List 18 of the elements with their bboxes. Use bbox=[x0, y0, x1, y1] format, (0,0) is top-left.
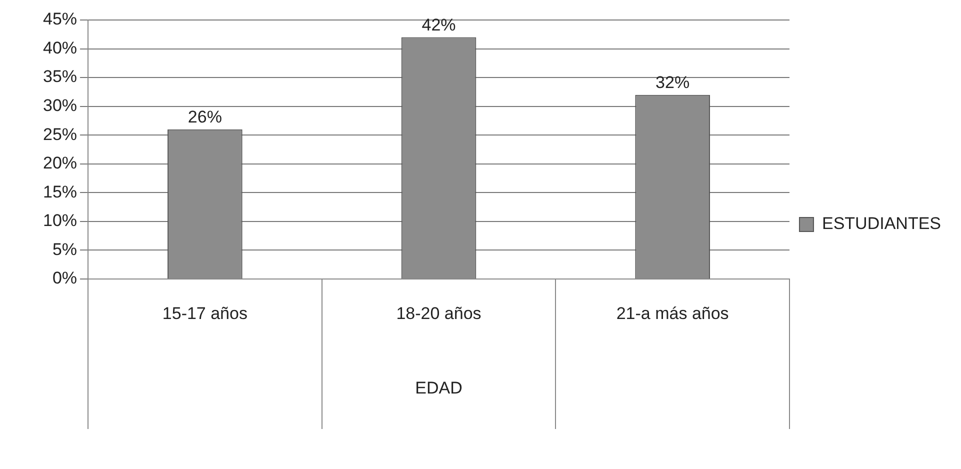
x-axis-title: EDAD bbox=[415, 378, 462, 398]
x-tick-label: 18-20 años bbox=[396, 304, 482, 323]
y-tick-label: 15% bbox=[42, 182, 78, 202]
y-tick-label: 10% bbox=[42, 211, 78, 230]
legend-label: ESTUDIANTES bbox=[822, 214, 942, 234]
y-tick-label: 40% bbox=[42, 38, 78, 58]
data-label: 32% bbox=[656, 73, 690, 92]
x-tick-label: 21-a más años bbox=[616, 304, 729, 323]
data-label: 42% bbox=[422, 15, 456, 34]
y-tick-label: 5% bbox=[52, 240, 78, 259]
y-tick-label: 0% bbox=[52, 268, 78, 288]
y-tick-label: 35% bbox=[42, 67, 78, 86]
y-tick-label: 30% bbox=[42, 96, 78, 116]
y-tick-label: 45% bbox=[42, 10, 78, 29]
y-tick-label: 20% bbox=[42, 154, 78, 173]
x-tick-label: 15-17 años bbox=[162, 304, 248, 323]
data-label: 26% bbox=[188, 108, 222, 127]
y-tick-label: 25% bbox=[42, 124, 78, 144]
